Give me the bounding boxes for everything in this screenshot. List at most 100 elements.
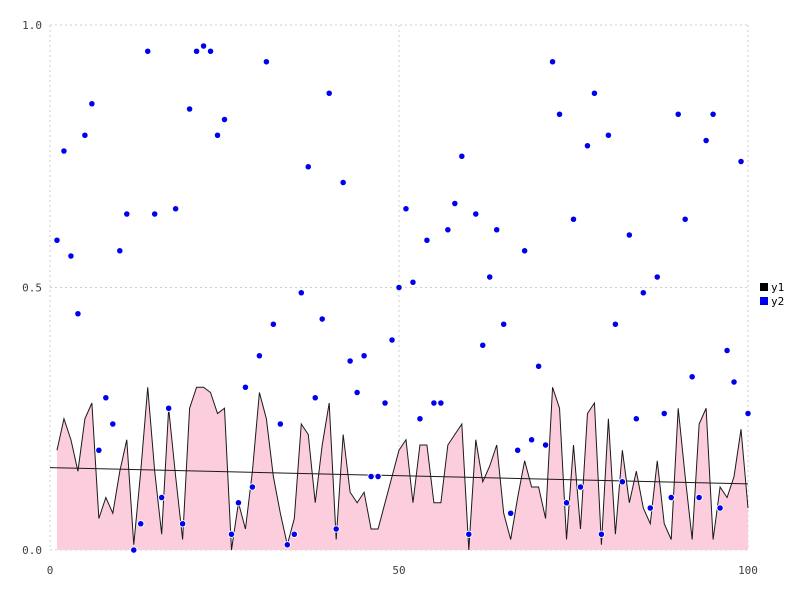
scatter-point: [388, 336, 396, 344]
scatter-point: [660, 409, 668, 418]
scatter-point: [674, 110, 682, 118]
scatter-point: [486, 273, 494, 281]
x-tick-label: 0: [47, 564, 54, 577]
scatter-point: [102, 394, 110, 402]
x-tick-label: 100: [738, 564, 758, 577]
scatter-point: [276, 420, 284, 428]
scatter-point: [262, 58, 271, 66]
scatter-point: [709, 110, 717, 118]
scatter-point: [346, 357, 354, 365]
scatter-point: [451, 199, 459, 208]
scatter-point: [395, 283, 403, 292]
scatter-point: [611, 320, 620, 328]
scatter-point: [667, 493, 675, 502]
scatter-point: [367, 472, 375, 481]
scatter-point: [74, 310, 82, 318]
scatter-point: [60, 147, 68, 155]
scatter-point: [639, 289, 647, 297]
scatter-point: [269, 320, 278, 328]
scatter-point: [472, 210, 480, 218]
scatter-point: [716, 504, 724, 512]
scatter-point: [318, 315, 326, 323]
scatter-point: [360, 352, 368, 360]
scatter-point: [353, 388, 361, 397]
scatter-point: [283, 541, 291, 549]
scatter-point: [67, 252, 75, 260]
scatter-point: [144, 47, 152, 55]
scatter-point: [402, 205, 410, 213]
scatter-point: [304, 163, 312, 171]
series-y1-area: [56, 387, 749, 550]
scatter-point: [53, 236, 61, 244]
scatter-point: [151, 210, 159, 218]
scatter-point: [158, 493, 166, 502]
series-y1-line: [56, 386, 749, 551]
scatter-point: [416, 415, 424, 423]
scatter-point: [241, 383, 250, 391]
scatter-point: [744, 409, 752, 418]
scatter-point: [206, 47, 215, 55]
scatter-point: [339, 178, 347, 187]
scatter-point: [437, 399, 445, 407]
scatter-point: [555, 110, 564, 118]
scatter-point: [520, 247, 529, 255]
scatter-point: [569, 215, 578, 223]
scatter-point: [493, 226, 501, 234]
legend-label-y1: y1: [771, 281, 784, 294]
scatter-point: [597, 530, 606, 538]
legend-swatch-y2: [760, 297, 768, 305]
scatter-point: [185, 105, 194, 113]
scatter-point: [548, 58, 557, 66]
scatter-point: [702, 136, 710, 145]
scatter-point: [576, 483, 585, 491]
scatter-point: [109, 420, 117, 428]
scatter-point: [165, 404, 173, 412]
scatter-point: [95, 446, 103, 454]
scatter-point: [681, 215, 689, 223]
scatter-point: [507, 509, 515, 517]
scatter-point: [123, 210, 131, 218]
scatter-point: [192, 47, 201, 55]
scatter-point: [311, 394, 319, 402]
scatter-point: [409, 278, 417, 286]
scatter-point: [374, 472, 382, 481]
y-tick-label: 0.5: [22, 282, 42, 295]
scatter-point: [88, 100, 96, 108]
scatter-point: [325, 89, 333, 97]
scatter-point: [227, 530, 236, 538]
scatter-point: [332, 525, 340, 533]
scatter-point: [213, 131, 222, 139]
scatter-point: [199, 42, 208, 50]
scatter-point: [688, 373, 696, 381]
scatter-point: [534, 362, 543, 370]
scatter-point: [625, 231, 633, 239]
scatter-point: [527, 436, 536, 444]
scatter-point: [381, 399, 389, 407]
scatter-point: [500, 320, 508, 328]
scatter-point: [297, 289, 305, 297]
scatter-point: [234, 499, 243, 507]
series-y1-trend-line: [49, 467, 749, 485]
scatter-point: [479, 341, 487, 349]
scatter-point: [730, 378, 738, 386]
scatter-point: [248, 483, 257, 491]
scatter-point: [514, 446, 522, 454]
y-tick-label: 1.0: [22, 19, 42, 32]
scatter-point: [737, 157, 745, 166]
scatter-point: [618, 478, 627, 486]
scatter-point: [646, 504, 654, 512]
scatter-point: [465, 530, 473, 538]
scatter-point: [444, 226, 452, 234]
scatter-point: [541, 441, 550, 449]
scatter-point: [695, 493, 703, 502]
scatter-point: [583, 142, 592, 150]
series-y2-points: [53, 42, 752, 554]
scatter-point: [178, 520, 187, 528]
scatter-point: [423, 236, 431, 244]
legend-swatch-y1: [760, 283, 768, 291]
legend-label-y2: y2: [771, 295, 784, 308]
scatter-point: [653, 273, 661, 281]
